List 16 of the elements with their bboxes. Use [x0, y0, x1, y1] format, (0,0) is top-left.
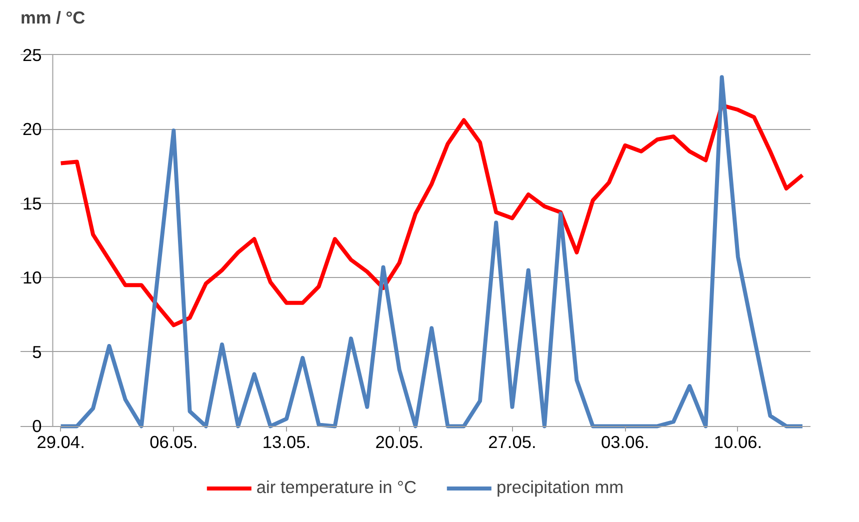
y-tick-label: 20 [22, 119, 42, 140]
y-tick-label: 15 [22, 193, 42, 214]
y-tick-label: 5 [32, 342, 42, 362]
x-tick-label: 27.05. [488, 432, 536, 452]
line-series [58, 75, 804, 428]
legend-label: air temperature in °C [256, 477, 416, 498]
x-tick-label: 20.05. [375, 432, 424, 452]
x-tick-label: 13.05. [262, 432, 311, 452]
y-axis-title: mm / °C [20, 8, 86, 28]
x-tick-label: 10.06. [714, 432, 762, 452]
x-tick-label: 06.05. [150, 432, 198, 452]
y-tick-label: 25 [22, 44, 42, 65]
x-tick-label: 03.06. [601, 432, 650, 452]
line-series [58, 103, 804, 328]
legend-label: precipitation mm [496, 477, 624, 498]
y-tick-label: 10 [22, 268, 42, 288]
